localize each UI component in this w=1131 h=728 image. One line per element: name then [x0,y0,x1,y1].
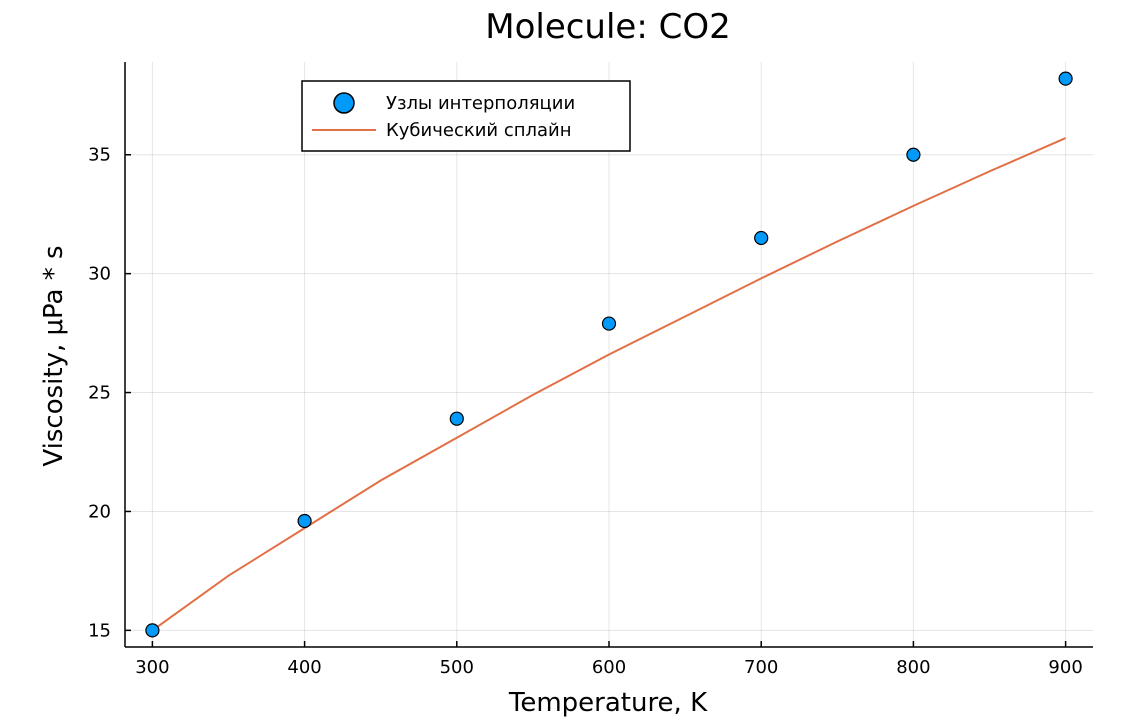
legend-marker-scatter [333,92,355,114]
data-point [601,316,617,331]
y-tick-label: 15 [88,620,111,641]
x-tick-label: 400 [287,657,321,678]
plot-series [145,71,1073,638]
x-tick-label: 600 [592,657,626,678]
tick-labels: 300 400 500 600 700 800 900 15 20 25 30 35 [88,145,1083,678]
data-point [449,411,464,426]
data-point [1058,71,1073,86]
legend: Узлы интерполяции Кубический сплайн [301,80,631,152]
x-tick-label: 700 [744,657,778,678]
legend-box [301,80,631,152]
data-point [297,513,312,529]
x-tick-label: 300 [135,657,169,678]
y-tick-label: 20 [88,501,111,522]
data-point [906,147,921,162]
x-tick-label: 800 [896,657,930,678]
y-tick-label: 35 [88,145,111,166]
y-axis-label: Viscosity, μPa * s [39,245,69,466]
x-tick-label: 500 [440,657,474,678]
axes [124,62,1093,648]
data-point [754,230,769,246]
spline-line [151,137,1067,632]
legend-label: Кубический сплайн [386,120,572,141]
legend-label: Узлы интерполяции [386,93,575,114]
data-point [145,623,160,638]
x-tick-label: 900 [1048,657,1082,678]
chart-title: Molecule: CO2 [485,7,731,47]
y-tick-label: 25 [88,383,111,404]
x-axis-label: Temperature, K [508,688,708,718]
y-tick-label: 30 [88,264,111,285]
